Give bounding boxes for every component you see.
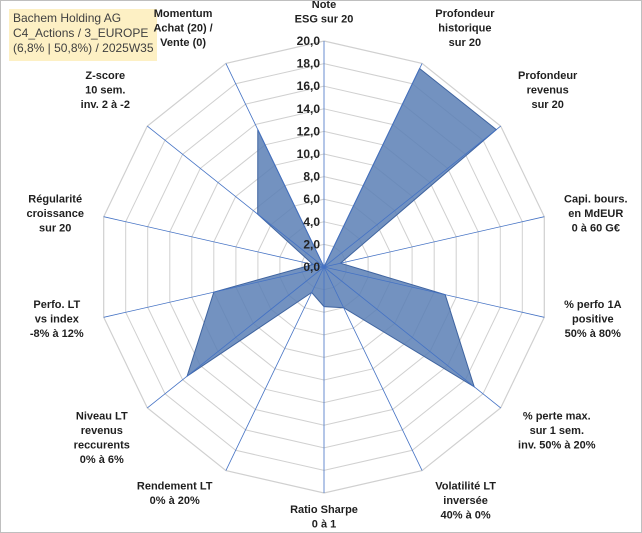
tick-label: 12,0 bbox=[297, 124, 321, 138]
axis-label-4: % perfo 1A positive 50% à 80% bbox=[564, 299, 622, 340]
axis-spoke-1 bbox=[323, 63, 423, 268]
axis-spoke-3 bbox=[323, 216, 545, 268]
tick-label: 2,0 bbox=[303, 237, 320, 251]
tick-label: 16,0 bbox=[297, 79, 321, 93]
axis-spoke-6 bbox=[323, 266, 423, 471]
tick-label: 10,0 bbox=[297, 147, 321, 161]
axis-label-9: Niveau LT revenus reccurents 0% à 6% bbox=[74, 410, 130, 466]
axis-spoke-11 bbox=[103, 216, 325, 268]
axis-label-10: Perfo. LT vs index -8% à 12% bbox=[30, 299, 84, 340]
tick-label: 8,0 bbox=[303, 170, 320, 184]
axis-label-13: Momentum Achat (20) / Vente (0) bbox=[153, 8, 212, 49]
axis-spoke-10 bbox=[103, 266, 325, 318]
axis-label-5: % perte max. sur 1 sem. inv. 50% à 20% bbox=[518, 410, 596, 451]
axis-label-0: Note ESG sur 20 bbox=[295, 1, 354, 26]
axis-spoke-8 bbox=[225, 266, 325, 471]
company-name: Bachem Holding AG bbox=[13, 11, 122, 25]
axis-spoke-12 bbox=[147, 125, 325, 268]
portfolio-label: C4_Actions / 3_EUROPE bbox=[13, 26, 149, 40]
axis-label-12: Z-score 10 sem. inv. 2 à -2 bbox=[81, 70, 130, 111]
axis-label-1: Profondeur historique sur 20 bbox=[435, 8, 495, 49]
tick-label: 0,0 bbox=[303, 260, 320, 274]
axis-label-3: Capi. bours. en MdEUR 0 à 60 G€ bbox=[564, 193, 628, 234]
axis-label-2: Profondeur revenus sur 20 bbox=[518, 70, 578, 111]
chart-title-box: Bachem Holding AG C4_Actions / 3_EUROPE … bbox=[9, 9, 157, 61]
axis-label-7: Ratio Sharpe 0 à 1 bbox=[290, 504, 358, 531]
axis-spoke-2 bbox=[323, 125, 501, 268]
tick-label: 6,0 bbox=[303, 192, 320, 206]
axis-label-6: Volatilité LT inversée 40% à 0% bbox=[435, 480, 496, 521]
tick-label: 14,0 bbox=[297, 102, 321, 116]
tick-label: 18,0 bbox=[297, 57, 321, 71]
axis-spoke-4 bbox=[323, 266, 545, 318]
axis-spoke-13 bbox=[225, 63, 325, 268]
axis-label-11: Régularité croissance sur 20 bbox=[26, 193, 83, 234]
axis-label-8: Rendement LT 0% à 20% bbox=[137, 480, 213, 507]
tick-label: 20,0 bbox=[297, 34, 321, 48]
period-label: (6,8% | 50,8%) / 2025W35 bbox=[13, 41, 154, 55]
axis-spoke-9 bbox=[147, 266, 325, 409]
axis-spoke-5 bbox=[323, 266, 501, 409]
tick-label: 4,0 bbox=[303, 215, 320, 229]
